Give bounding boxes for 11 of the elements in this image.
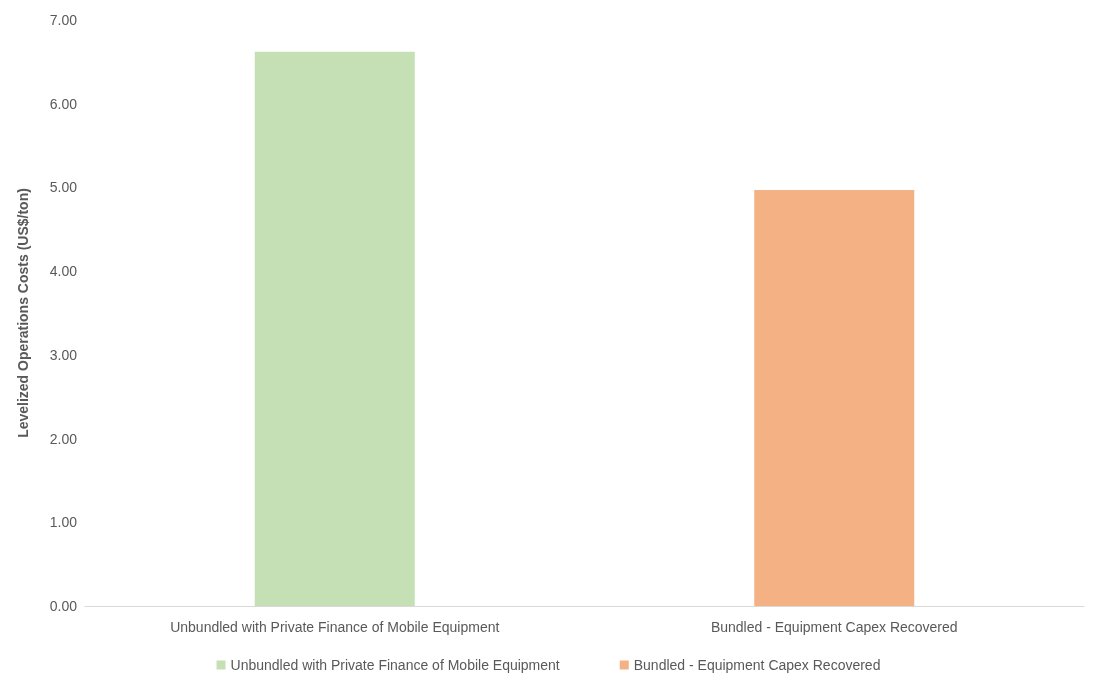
y-tick-label: 4.00 [49,263,78,280]
legend-label: Bundled - Equipment Capex Recovered [633,657,881,673]
y-tick-label: 0.00 [49,598,78,614]
y-tick-label: 6.00 [49,95,78,112]
y-tick-label: 7.00 [49,12,78,28]
y-tick-label: 1.00 [49,514,78,531]
y-tick-label: 3.00 [49,346,78,363]
y-tick-label: 5.00 [49,179,78,196]
legend-label: Unbundled with Private Finance of Mobile Equipment [230,657,560,673]
y-axis-title: Levelized Operations Costs (US$/ton) [15,188,31,438]
y-tick-label: 2.00 [49,430,78,447]
